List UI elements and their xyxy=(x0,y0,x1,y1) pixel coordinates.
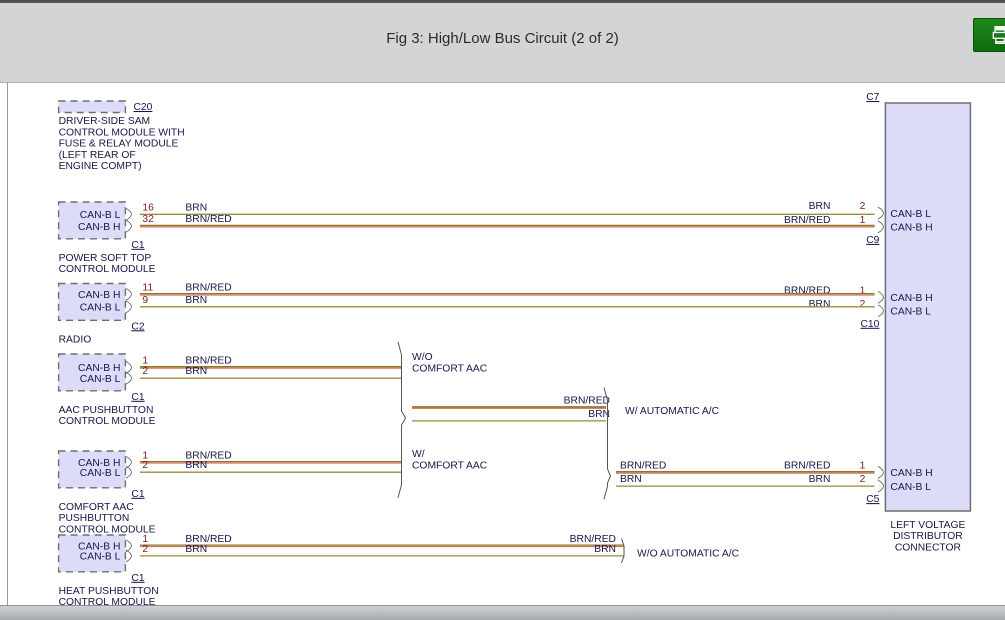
svg-text:FUSE & RELAY MODULE: FUSE & RELAY MODULE xyxy=(59,139,179,150)
svg-text:CAN-B H: CAN-B H xyxy=(890,293,932,304)
svg-text:BRN: BRN xyxy=(809,474,831,485)
svg-text:BRN/RED: BRN/RED xyxy=(784,215,830,226)
svg-text:C1: C1 xyxy=(131,573,144,584)
svg-text:(LEFT REAR OF: (LEFT REAR OF xyxy=(59,150,136,161)
svg-text:C5: C5 xyxy=(866,494,879,505)
svg-text:32: 32 xyxy=(142,214,154,225)
svg-text:ENGINE COMPT): ENGINE COMPT) xyxy=(59,161,142,172)
svg-text:BRN: BRN xyxy=(809,299,831,310)
svg-text:BRN: BRN xyxy=(185,366,207,377)
svg-text:CAN-B H: CAN-B H xyxy=(890,223,932,234)
svg-text:BRN: BRN xyxy=(185,460,207,471)
svg-text:DISTRIBUTOR: DISTRIBUTOR xyxy=(893,531,963,542)
svg-text:W/: W/ xyxy=(412,449,425,460)
svg-text:2: 2 xyxy=(860,474,866,485)
svg-text:COMFORT AAC: COMFORT AAC xyxy=(59,502,135,513)
svg-text:1: 1 xyxy=(860,460,866,471)
svg-text:BRN: BRN xyxy=(588,409,610,420)
svg-text:CONTROL MODULE WITH: CONTROL MODULE WITH xyxy=(59,127,185,138)
svg-text:BRN: BRN xyxy=(809,201,831,212)
svg-text:PUSHBUTTON: PUSHBUTTON xyxy=(59,513,130,524)
svg-text:BRN/RED: BRN/RED xyxy=(620,460,666,471)
svg-text:BRN/RED: BRN/RED xyxy=(185,214,231,225)
svg-text:BRN/RED: BRN/RED xyxy=(564,396,610,407)
svg-text:CAN-B H: CAN-B H xyxy=(78,290,120,301)
svg-text:BRN: BRN xyxy=(594,544,616,555)
svg-text:BRN: BRN xyxy=(185,202,207,213)
svg-text:9: 9 xyxy=(142,295,148,306)
svg-text:CAN-B L: CAN-B L xyxy=(890,482,931,493)
svg-text:2: 2 xyxy=(860,201,866,212)
svg-text:C10: C10 xyxy=(861,319,880,330)
svg-text:RADIO: RADIO xyxy=(59,334,92,345)
svg-text:2: 2 xyxy=(142,544,148,555)
svg-text:CAN-B L: CAN-B L xyxy=(80,210,121,221)
svg-text:BRN: BRN xyxy=(185,544,207,555)
svg-text:DRIVER-SIDE SAM: DRIVER-SIDE SAM xyxy=(59,116,151,127)
svg-text:CAN-B H: CAN-B H xyxy=(890,468,932,479)
svg-text:BRN: BRN xyxy=(620,474,642,485)
svg-text:16: 16 xyxy=(142,202,154,213)
svg-text:COMFORT AAC: COMFORT AAC xyxy=(412,363,488,374)
svg-text:CAN-B H: CAN-B H xyxy=(78,363,120,374)
svg-text:CAN-B L: CAN-B L xyxy=(80,552,121,563)
svg-text:CAN-B L: CAN-B L xyxy=(890,209,931,220)
svg-text:CONNECTOR: CONNECTOR xyxy=(895,543,961,554)
svg-text:2: 2 xyxy=(860,299,866,310)
svg-text:CAN-B H: CAN-B H xyxy=(78,222,120,233)
svg-text:BRN/RED: BRN/RED xyxy=(185,282,231,293)
svg-text:1: 1 xyxy=(142,355,148,366)
svg-text:W/ AUTOMATIC A/C: W/ AUTOMATIC A/C xyxy=(625,406,720,417)
svg-text:C9: C9 xyxy=(866,235,879,246)
svg-text:BRN/RED: BRN/RED xyxy=(185,355,231,366)
svg-text:COMFORT AAC: COMFORT AAC xyxy=(412,460,488,471)
svg-text:AAC PUSHBUTTON: AAC PUSHBUTTON xyxy=(59,405,154,416)
svg-text:BRN: BRN xyxy=(185,295,207,306)
svg-text:C1: C1 xyxy=(131,240,144,251)
svg-text:CONTROL MODULE: CONTROL MODULE xyxy=(59,524,156,535)
svg-text:CAN-B L: CAN-B L xyxy=(890,307,931,318)
svg-text:HEAT PUSHBUTTON: HEAT PUSHBUTTON xyxy=(59,586,159,597)
svg-text:C2: C2 xyxy=(131,321,144,332)
svg-text:C1: C1 xyxy=(131,489,144,500)
svg-text:1: 1 xyxy=(860,215,866,226)
svg-text:POWER SOFT TOP: POWER SOFT TOP xyxy=(59,253,152,264)
svg-text:W/O AUTOMATIC A/C: W/O AUTOMATIC A/C xyxy=(637,548,740,559)
svg-text:11: 11 xyxy=(142,282,153,293)
svg-text:C7: C7 xyxy=(866,92,879,103)
svg-text:2: 2 xyxy=(142,460,148,471)
svg-text:C1: C1 xyxy=(131,392,144,403)
svg-text:CAN-B L: CAN-B L xyxy=(80,468,121,479)
svg-text:C20: C20 xyxy=(134,102,153,113)
svg-text:BRN/RED: BRN/RED xyxy=(784,460,830,471)
svg-text:CONTROL MODULE: CONTROL MODULE xyxy=(59,264,156,275)
svg-text:2: 2 xyxy=(142,366,148,377)
svg-text:CAN-B L: CAN-B L xyxy=(80,303,121,314)
svg-text:CAN-B L: CAN-B L xyxy=(80,374,121,385)
svg-text:W/O: W/O xyxy=(412,352,433,363)
svg-text:CONTROL MODULE: CONTROL MODULE xyxy=(59,416,156,427)
svg-text:LEFT VOLTAGE: LEFT VOLTAGE xyxy=(890,520,965,531)
